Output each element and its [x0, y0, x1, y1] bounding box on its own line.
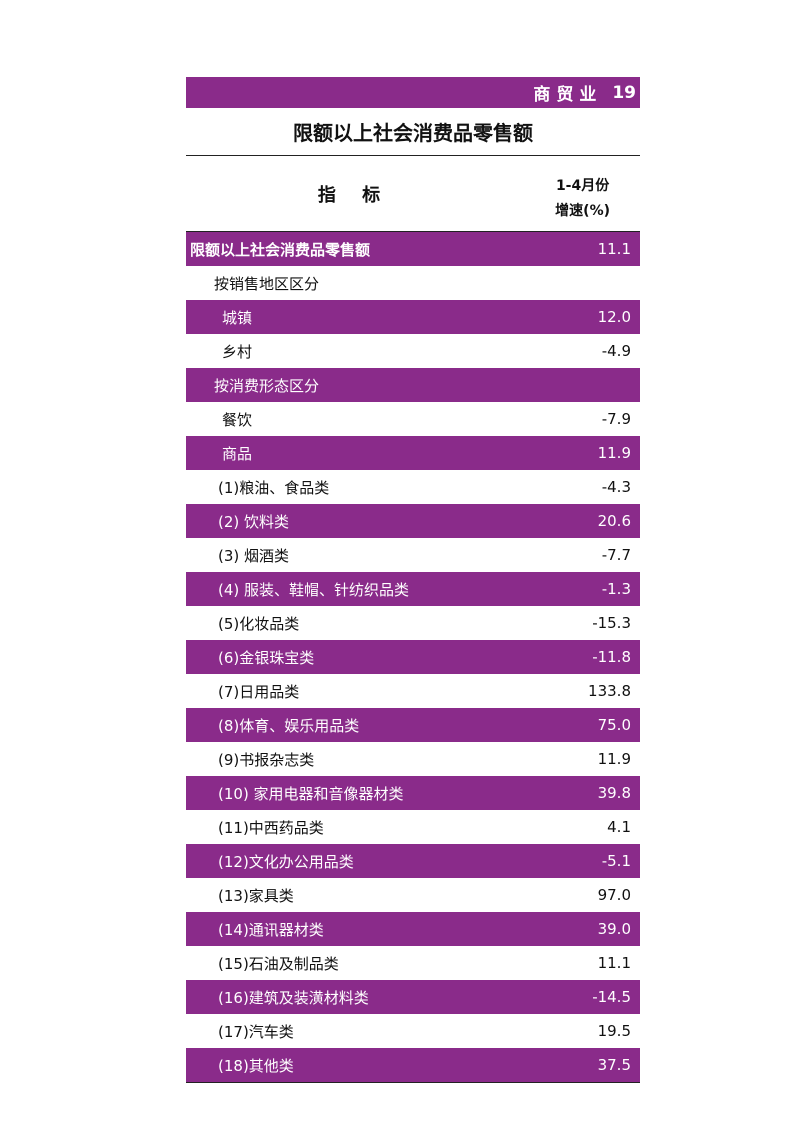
row-value: 12.0: [597, 308, 631, 326]
indicator-column-header: 指 标: [317, 184, 391, 206]
table-row: (5)化妆品类 -15.3: [186, 606, 640, 640]
table-row: 按消费形态区分: [186, 368, 640, 402]
row-label: 乡村: [222, 342, 253, 361]
row-value: -4.9: [601, 342, 631, 360]
row-value: 4.1: [607, 818, 631, 836]
row-value: -4.3: [601, 478, 631, 496]
row-label: 城镇: [222, 308, 253, 327]
table-header: 指 标 1-4月份 增速(%): [186, 156, 640, 232]
row-value: -1.3: [601, 580, 631, 598]
table-row: (14)通讯器材类 39.0: [186, 912, 640, 946]
table-row: (15)石油及制品类 11.1: [186, 946, 640, 980]
table-row: (4) 服装、鞋帽、针纺织品类 -1.3: [186, 572, 640, 606]
row-label: 商品: [222, 444, 253, 463]
row-label: 按销售地区区分: [214, 274, 320, 293]
table-row: (16)建筑及装潢材料类 -14.5: [186, 980, 640, 1014]
row-label: 限额以上社会消费品零售额: [190, 240, 371, 259]
row-value: 20.6: [597, 512, 631, 530]
row-value: -15.3: [592, 614, 631, 632]
row-label: (12)文化办公用品类: [218, 852, 354, 871]
section-banner: 商贸业 19: [186, 77, 640, 108]
row-label: (5)化妆品类: [218, 614, 300, 633]
table-row: (10) 家用电器和音像器材类 39.8: [186, 776, 640, 810]
table-row: 餐饮 -7.9: [186, 402, 640, 436]
row-value: 39.0: [597, 920, 631, 938]
report-sheet: 商贸业 19 限额以上社会消费品零售额 指 标 1-4月份 增速(%) 限额以上…: [186, 77, 640, 1083]
row-value: 11.1: [597, 954, 631, 972]
table-row: (2) 饮料类 20.6: [186, 504, 640, 538]
section-name: 商贸业: [533, 85, 603, 105]
row-value: 37.5: [597, 1056, 631, 1074]
row-value: 133.8: [588, 682, 631, 700]
table-row: 城镇 12.0: [186, 300, 640, 334]
table-title: 限额以上社会消费品零售额: [186, 108, 640, 156]
value-header-period: 1-4月份: [555, 178, 610, 194]
row-label: (8)体育、娱乐用品类: [218, 716, 360, 735]
value-header-unit: 增速(%): [555, 203, 610, 219]
row-label: (11)中西药品类: [218, 818, 324, 837]
row-value: -7.7: [601, 546, 631, 564]
table-row: 按销售地区区分: [186, 266, 640, 300]
table-bottom-rule: [186, 1082, 640, 1083]
row-value: 11.9: [597, 750, 631, 768]
row-value: -7.9: [601, 410, 631, 428]
row-value: -14.5: [592, 988, 631, 1006]
table-row: (8)体育、娱乐用品类 75.0: [186, 708, 640, 742]
table-row: (3) 烟酒类 -7.7: [186, 538, 640, 572]
page-number: 19: [612, 82, 636, 103]
row-value: 97.0: [597, 886, 631, 904]
table-row: 限额以上社会消费品零售额 11.1: [186, 232, 640, 266]
row-label: (17)汽车类: [218, 1022, 294, 1041]
row-label: (10) 家用电器和音像器材类: [218, 784, 404, 803]
table-row: (6)金银珠宝类 -11.8: [186, 640, 640, 674]
row-label: (2) 饮料类: [218, 512, 290, 531]
table-row: (7)日用品类 133.8: [186, 674, 640, 708]
row-label: 按消费形态区分: [214, 376, 320, 395]
row-label: (15)石油及制品类: [218, 954, 339, 973]
row-label: (13)家具类: [218, 886, 294, 905]
row-label: 餐饮: [222, 410, 253, 429]
row-value: 39.8: [597, 784, 631, 802]
row-label: (18)其他类: [218, 1056, 294, 1075]
row-label: (7)日用品类: [218, 682, 300, 701]
table-row: (13)家具类 97.0: [186, 878, 640, 912]
row-label: (4) 服装、鞋帽、针纺织品类: [218, 580, 410, 599]
table-row: (18)其他类 37.5: [186, 1048, 640, 1082]
row-value: 11.1: [597, 240, 631, 258]
row-label: (14)通讯器材类: [218, 920, 324, 939]
row-label: (6)金银珠宝类: [218, 648, 315, 667]
row-value: 19.5: [597, 1022, 631, 1040]
table-row: (11)中西药品类 4.1: [186, 810, 640, 844]
row-label: (16)建筑及装潢材料类: [218, 988, 369, 1007]
table-row: (1)粮油、食品类 -4.3: [186, 470, 640, 504]
table-row: (17)汽车类 19.5: [186, 1014, 640, 1048]
row-label: (3) 烟酒类: [218, 546, 290, 565]
value-column-header: 1-4月份 增速(%): [555, 174, 610, 224]
row-value: -11.8: [592, 648, 631, 666]
table-row: (12)文化办公用品类 -5.1: [186, 844, 640, 878]
table-row: 乡村 -4.9: [186, 334, 640, 368]
row-label: (9)书报杂志类: [218, 750, 315, 769]
table-body: 限额以上社会消费品零售额 11.1 按销售地区区分城镇 12.0 乡村 -4.9 按消费形态…: [186, 232, 640, 1082]
row-label: (1)粮油、食品类: [218, 478, 330, 497]
table-row: 商品 11.9: [186, 436, 640, 470]
row-value: -5.1: [601, 852, 631, 870]
table-row: (9)书报杂志类 11.9: [186, 742, 640, 776]
row-value: 11.9: [597, 444, 631, 462]
row-value: 75.0: [597, 716, 631, 734]
